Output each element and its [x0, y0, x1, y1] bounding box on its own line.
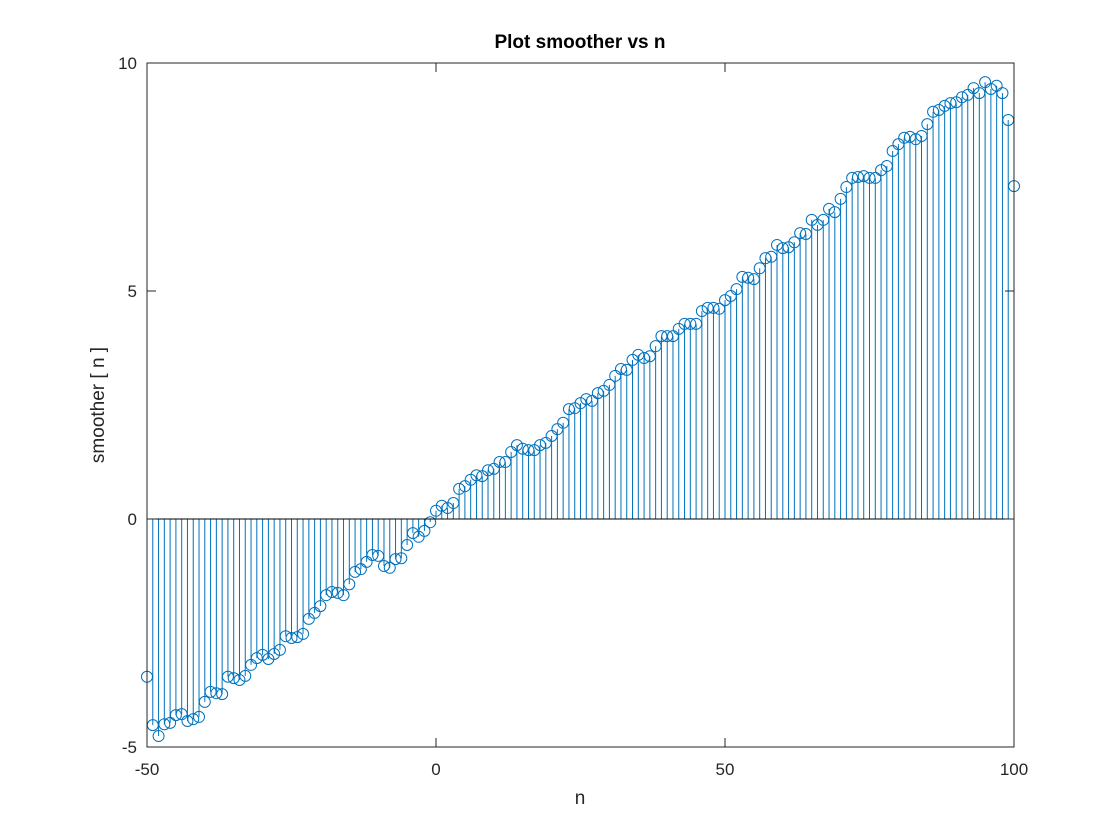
- stem-marker: [857, 170, 870, 183]
- stem-marker: [771, 238, 784, 251]
- stem-marker: [389, 553, 402, 566]
- stem-marker: [903, 130, 916, 143]
- stem-marker: [794, 227, 807, 240]
- axes-box: [146, 62, 1015, 748]
- stem-marker: [418, 524, 431, 537]
- stem-marker: [580, 393, 593, 406]
- chart-title: Plot smoother vs n: [494, 32, 665, 53]
- stem-marker: [742, 271, 755, 284]
- y-axis-label: smoother [ n ]: [88, 347, 109, 463]
- stem-marker: [470, 469, 483, 482]
- stem-marker: [164, 716, 177, 729]
- stem-marker: [996, 87, 1009, 100]
- x-tick-label: 0: [431, 760, 440, 779]
- stem-marker: [343, 578, 356, 591]
- stem-marker: [314, 600, 327, 613]
- stem-marker: [337, 589, 350, 602]
- stem-marker: [424, 516, 437, 529]
- stem-marker: [614, 362, 627, 375]
- stem-marker: [273, 643, 286, 656]
- y-tick-label: 5: [128, 282, 137, 301]
- stem-marker: [193, 710, 206, 723]
- stem-marker: [169, 709, 182, 722]
- x-tick-label: 100: [1000, 760, 1028, 779]
- stem-marker: [297, 627, 310, 640]
- stem-marker: [516, 442, 529, 455]
- stem-marker: [707, 301, 720, 314]
- stem-marker: [285, 632, 298, 645]
- x-axis-label: n: [575, 788, 586, 809]
- stem-marker: [395, 552, 408, 565]
- stem-marker: [383, 561, 396, 574]
- stem-marker: [736, 270, 749, 283]
- stem-marker: [239, 669, 252, 682]
- x-tick-label: 50: [716, 760, 735, 779]
- stem-marker: [990, 79, 1003, 92]
- stem-marker: [401, 538, 414, 551]
- stem-marker: [349, 565, 362, 578]
- stem-marker: [354, 563, 367, 576]
- stem-marker: [823, 202, 836, 215]
- stem-marker: [187, 713, 200, 726]
- y-tick-label: 10: [118, 54, 137, 73]
- stem-marker: [158, 718, 171, 731]
- y-tick-label: 0: [128, 510, 137, 529]
- stem-marker: [291, 631, 304, 644]
- y-tick-label: -5: [122, 738, 137, 757]
- stem-marker: [216, 688, 229, 701]
- stem-marker: [632, 348, 645, 361]
- stem-marker: [510, 439, 523, 452]
- x-tick-label: -50: [135, 760, 160, 779]
- stem-marker: [250, 652, 263, 665]
- stem-marker: [152, 730, 165, 743]
- stem-marker: [181, 715, 194, 728]
- stem-marker: [320, 589, 333, 602]
- stem-marker: [198, 695, 211, 708]
- stem-marker: [435, 499, 448, 512]
